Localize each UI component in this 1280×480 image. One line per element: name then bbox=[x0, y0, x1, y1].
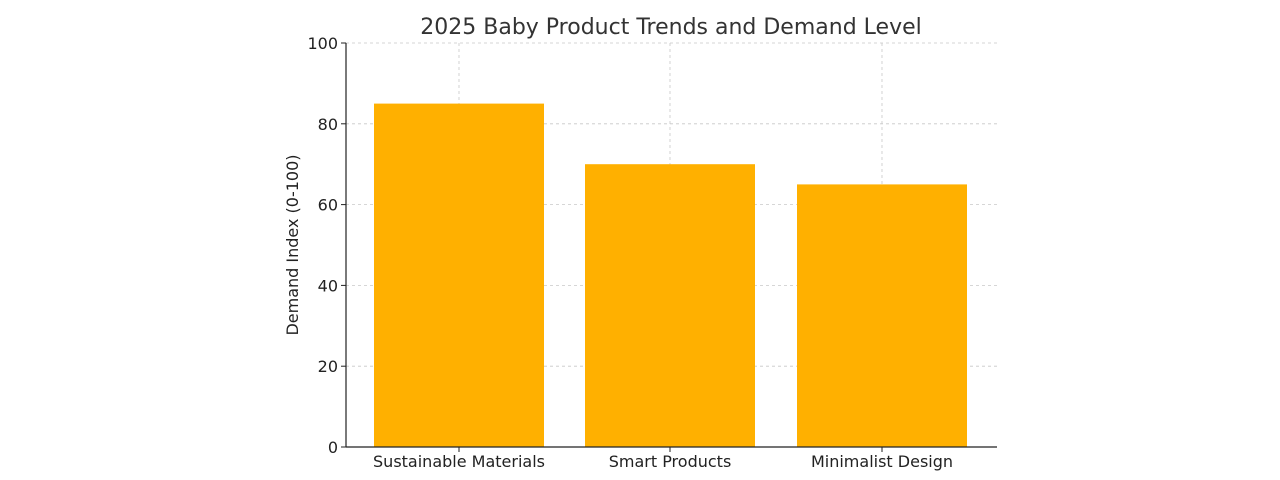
y-tick-label-100: 100 bbox=[307, 34, 338, 53]
y-tick-label-60: 60 bbox=[318, 196, 338, 215]
y-tick-label-40: 40 bbox=[318, 276, 338, 295]
bars-layer bbox=[374, 103, 967, 447]
ticks-layer: 0 20 40 60 80 100 Sustainable Materials Smart P… bbox=[307, 34, 953, 471]
bar-smart-products bbox=[585, 164, 755, 447]
x-tick-label-smart-products: Smart Products bbox=[609, 452, 732, 471]
bar-sustainable-materials bbox=[374, 103, 544, 447]
y-tick-label-80: 80 bbox=[318, 115, 338, 134]
y-tick-label-0: 0 bbox=[328, 438, 338, 457]
bar-minimalist-design bbox=[797, 184, 967, 447]
axes-layer bbox=[345, 43, 997, 448]
y-tick-label-20: 20 bbox=[318, 357, 338, 376]
chart-title: 2025 Baby Product Trends and Demand Leve… bbox=[420, 15, 921, 40]
x-tick-label-minimalist-design: Minimalist Design bbox=[811, 452, 953, 471]
x-tick-label-sustainable-materials: Sustainable Materials bbox=[373, 452, 545, 471]
y-axis-label: Demand Index (0-100) bbox=[283, 154, 302, 335]
